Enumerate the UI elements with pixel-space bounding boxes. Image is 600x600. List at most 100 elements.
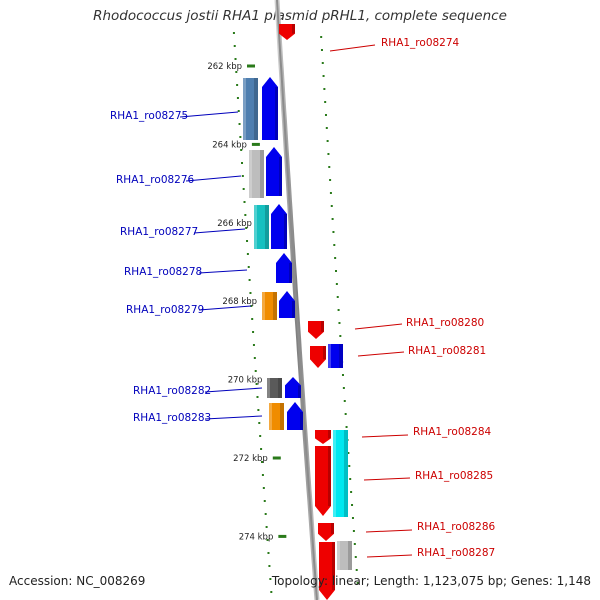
guide-dot xyxy=(332,231,335,233)
guide-dot xyxy=(239,136,242,138)
gene-label[interactable]: RHA1_ro08275 xyxy=(110,110,188,122)
gene-strand-arrow[interactable] xyxy=(319,542,335,600)
guide-dot xyxy=(355,569,358,571)
gene-category-block[interactable] xyxy=(337,541,352,570)
guide-dot xyxy=(233,45,236,47)
gene-strand-arrow[interactable] xyxy=(276,253,292,283)
gene-category-block-highlight xyxy=(262,292,265,320)
guide-dot xyxy=(351,504,354,506)
gene-label-leader xyxy=(354,323,403,330)
gene-strand-arrow[interactable] xyxy=(271,204,287,249)
scale-tick-mark xyxy=(272,456,281,460)
guide-dot xyxy=(333,244,336,246)
gene-strand-arrow[interactable] xyxy=(315,446,331,516)
gene-category-block[interactable] xyxy=(254,205,269,249)
gene-label[interactable]: RHA1_ro08286 xyxy=(417,521,496,533)
gene-strand-arrow[interactable] xyxy=(279,291,295,318)
gene-strand-arrow[interactable] xyxy=(318,523,334,541)
guide-dot xyxy=(236,84,239,86)
gene-category-block[interactable] xyxy=(249,150,264,198)
gene-strand-arrow-shade xyxy=(289,263,292,283)
gene-label-leader xyxy=(198,305,252,311)
gene-strand-arrow-shade xyxy=(331,523,334,534)
guide-dot xyxy=(352,530,355,532)
guide-dot xyxy=(268,565,271,567)
guide-dot xyxy=(270,591,273,593)
gene-category-block[interactable] xyxy=(262,292,277,320)
guide-dot xyxy=(267,552,270,554)
gene-strand-arrow-shade xyxy=(292,301,295,318)
gene-category-block-highlight xyxy=(243,78,246,140)
guide-dot xyxy=(344,413,347,415)
gene-category-block-shade xyxy=(273,292,277,320)
guide-dot xyxy=(246,240,249,242)
gene-strand-arrow[interactable] xyxy=(279,24,295,40)
gene-strand-arrow[interactable] xyxy=(285,377,301,398)
backbone-core xyxy=(276,0,318,600)
gene-label[interactable]: RHA1_ro08285 xyxy=(415,470,493,482)
gene-features xyxy=(243,24,352,600)
gene-strand-arrow-shade xyxy=(328,446,331,506)
gene-category-block-highlight xyxy=(328,344,331,368)
gene-strand-arrow[interactable] xyxy=(266,147,282,196)
guide-dot xyxy=(264,513,267,515)
gene-category-block-highlight xyxy=(249,150,252,198)
gene-strand-arrow-shade xyxy=(298,385,301,398)
gene-category-block[interactable] xyxy=(243,78,258,140)
accession-text: Accession: NC_008269 xyxy=(9,574,146,588)
gene-category-block[interactable] xyxy=(333,430,348,517)
scale-tick-label: 270 kbp xyxy=(228,376,263,386)
gene-label[interactable]: RHA1_ro08284 xyxy=(413,426,492,438)
guide-dot xyxy=(254,370,257,372)
guide-dot xyxy=(266,539,269,541)
gene-category-block-shade xyxy=(254,78,258,140)
gene-label[interactable]: RHA1_ro08276 xyxy=(116,174,195,186)
gene-label-leader xyxy=(193,228,246,234)
guide-dot xyxy=(245,227,248,229)
guide-dot xyxy=(258,422,261,424)
gene-strand-arrow[interactable] xyxy=(287,402,303,430)
guide-dot xyxy=(261,474,264,476)
guide-dot xyxy=(234,58,237,60)
guide-dot xyxy=(321,62,324,64)
gene-strand-arrow-shade xyxy=(279,157,282,196)
gene-strand-arrow[interactable] xyxy=(310,346,326,368)
gene-label[interactable]: RHA1_ro08281 xyxy=(408,345,486,357)
gene-label[interactable]: RHA1_ro08280 xyxy=(406,317,484,329)
gene-label[interactable]: RHA1_ro08279 xyxy=(126,304,204,316)
guide-dot xyxy=(351,517,354,519)
gene-category-block-shade xyxy=(260,150,264,198)
gene-label-leader xyxy=(204,387,263,393)
gene-label[interactable]: RHA1_ro08282 xyxy=(133,385,211,397)
scale-tick-mark xyxy=(247,64,256,68)
guide-dot xyxy=(339,335,342,337)
gene-category-block-highlight xyxy=(269,403,272,430)
gene-label[interactable]: RHA1_ro08274 xyxy=(381,37,460,49)
guide-dot xyxy=(325,127,328,129)
guide-dot xyxy=(330,205,333,207)
gene-category-block[interactable] xyxy=(328,344,343,368)
gene-label[interactable]: RHA1_ro08278 xyxy=(124,266,202,278)
gene-category-block-highlight xyxy=(337,541,340,570)
gene-strand-arrow[interactable] xyxy=(262,77,278,140)
guide-dot xyxy=(240,149,243,151)
gene-label-leader xyxy=(363,477,411,481)
gene-label-leader xyxy=(198,269,248,274)
gene-category-block-highlight xyxy=(254,205,257,249)
gene-label[interactable]: RHA1_ro08287 xyxy=(417,547,495,559)
guide-dot xyxy=(249,292,252,294)
guide-dot xyxy=(334,257,337,259)
scale-tick-label: 266 kbp xyxy=(217,219,252,229)
gene-label[interactable]: RHA1_ro08277 xyxy=(120,226,198,238)
gene-category-block-highlight xyxy=(267,378,270,398)
gene-category-block[interactable] xyxy=(267,378,282,398)
gene-strand-arrow-shade xyxy=(275,87,278,140)
guide-dot xyxy=(247,266,250,268)
guide-dot xyxy=(348,465,351,467)
gene-strand-arrow[interactable] xyxy=(308,321,324,339)
gene-label[interactable]: RHA1_ro08283 xyxy=(133,412,211,424)
guide-dot xyxy=(328,166,331,168)
gene-strand-arrow[interactable] xyxy=(315,430,331,444)
guide-dot xyxy=(238,123,241,125)
gene-category-block[interactable] xyxy=(269,403,284,430)
